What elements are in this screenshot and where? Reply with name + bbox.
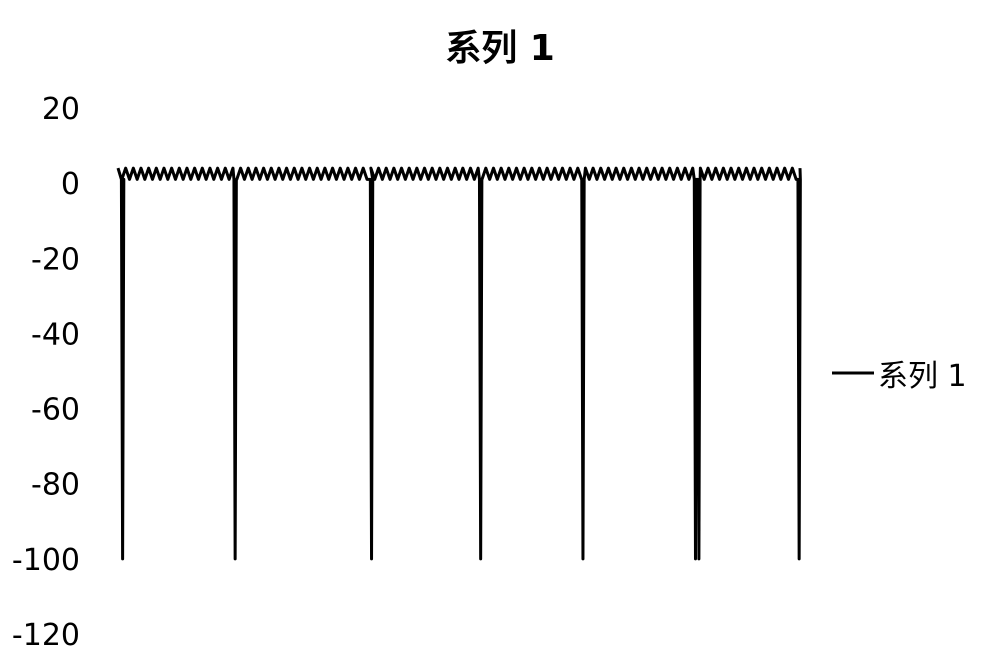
y-tick-label: -100 [12,543,80,578]
y-tick-label: 0 [61,167,80,202]
legend: 系列 1 [832,359,967,394]
chart-title: 系列 1 [445,28,555,69]
y-tick-label: -80 [31,468,80,503]
series-line [116,166,802,561]
y-tick-label: -60 [31,393,80,428]
y-axis-tick-labels: 20 0 -20 -40 -60 -80 -100 -120 [12,92,80,653]
plot-area [116,166,802,561]
y-tick-label: -40 [31,317,80,352]
legend-label: 系列 1 [878,359,967,394]
y-tick-label: -120 [12,618,80,653]
y-tick-label: -20 [31,242,80,277]
y-tick-label: 20 [42,92,80,127]
